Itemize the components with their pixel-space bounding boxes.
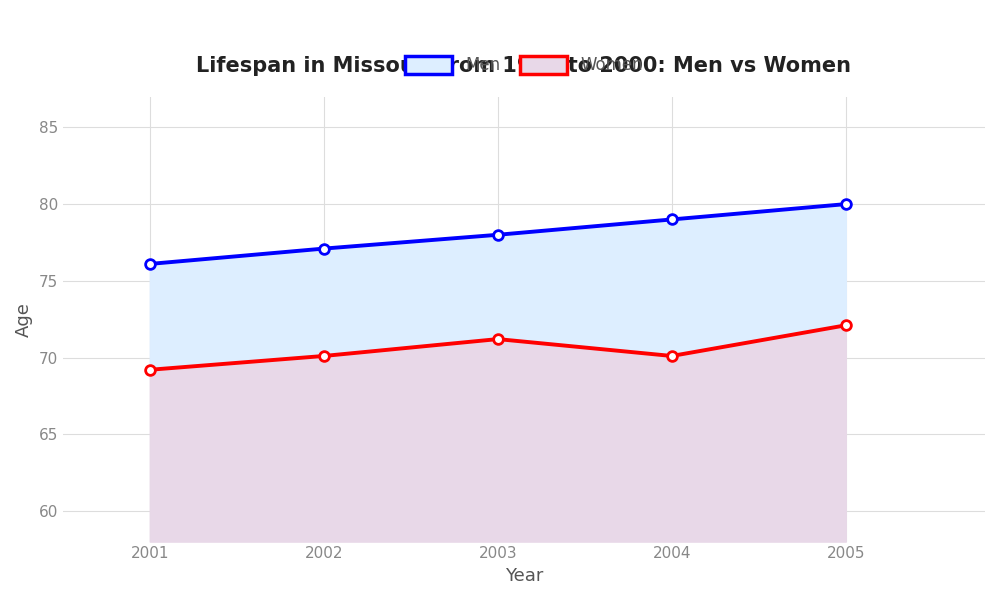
Y-axis label: Age: Age: [15, 302, 33, 337]
Legend: Men, Women: Men, Women: [397, 47, 651, 83]
Title: Lifespan in Missouri from 1961 to 2000: Men vs Women: Lifespan in Missouri from 1961 to 2000: …: [196, 56, 851, 76]
X-axis label: Year: Year: [505, 567, 543, 585]
